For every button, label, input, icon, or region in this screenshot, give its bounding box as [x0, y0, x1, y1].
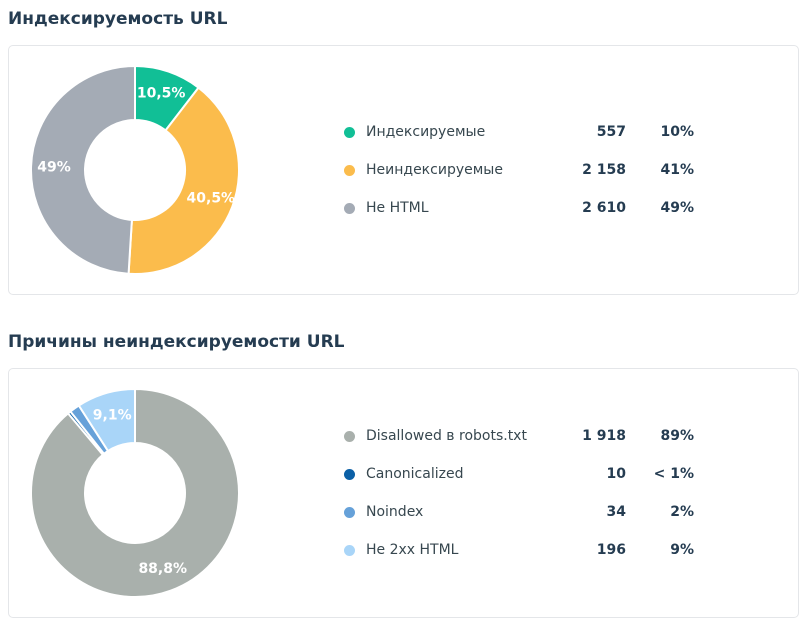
legend-item-count: 196	[596, 542, 626, 558]
legend-item-label: Disallowed в robots.txt	[366, 428, 527, 444]
legend-color-dot-icon	[344, 468, 355, 480]
legend-item-count: 2 610	[582, 200, 626, 216]
legend-item-count: 2 158	[582, 162, 626, 178]
legend-item-label: Неиндексируемые	[366, 162, 503, 178]
legend-item-count: 557	[596, 124, 626, 140]
donut-slice[interactable]	[77, 388, 136, 452]
legend-item-count: 1 918	[582, 428, 626, 444]
legend-item[interactable]: Неиндексируемые 2 158 41%	[344, 151, 694, 189]
legend-item[interactable]: Не HTML 2 610 49%	[344, 189, 694, 227]
donut-slice[interactable]	[30, 65, 136, 275]
legend-color-dot-icon	[344, 544, 355, 556]
section-title-nonindexability-reasons: Причины неиндексируемости URL	[8, 332, 345, 352]
slice-label: 10,5%	[137, 85, 186, 101]
legend-item[interactable]: Noindex 34 2%	[344, 493, 694, 531]
donut-slice[interactable]	[30, 388, 240, 598]
legend-item-percent: 89%	[660, 428, 694, 444]
legend-item-label: Noindex	[366, 504, 424, 520]
legend-item[interactable]: Индексируемые 557 10%	[344, 113, 694, 151]
legend-item-percent: 41%	[660, 162, 694, 178]
nonindexability-chart-legend: Disallowed в robots.txt 1 918 89% Canonical…	[344, 417, 694, 569]
slice-label: 40,5%	[187, 191, 236, 207]
legend-item[interactable]: Не 2xx HTML 196 9%	[344, 531, 694, 569]
slice-label: 49%	[37, 159, 71, 175]
legend-item-percent: 9%	[670, 542, 694, 558]
legend-color-dot-icon	[344, 430, 355, 442]
legend-item-count: 34	[606, 504, 626, 520]
nonindexability-chart-card: 88,8% 9,1% Disallowed в robots.txt 1 918 89…	[8, 368, 799, 618]
indexability-donut-chart: 10,5% 40,5% 49%	[30, 65, 240, 275]
legend-item-label: Не HTML	[366, 200, 429, 216]
legend-item[interactable]: Disallowed в robots.txt 1 918 89%	[344, 417, 694, 455]
section-title-indexability: Индексируемость URL	[8, 9, 228, 29]
indexability-chart-legend: Индексируемые 557 10% Неиндексируемые 2 158 4…	[344, 113, 694, 227]
legend-item-percent: 10%	[660, 124, 694, 140]
section-url-indexability: Индексируемость URL 10,5% 40,5% 49% Индекс…	[8, 8, 799, 295]
section-nonindexability-reasons: Причины неиндексируемости URL 88,8% 9,1% …	[8, 331, 799, 618]
legend-item-percent: 2%	[670, 504, 694, 520]
legend-item-label: Не 2xx HTML	[366, 542, 459, 558]
legend-color-dot-icon	[344, 506, 355, 518]
legend-color-dot-icon	[344, 202, 355, 214]
legend-item-count: 10	[606, 466, 626, 482]
legend-item-percent: < 1%	[653, 466, 694, 482]
legend-item[interactable]: Canonicalized 10 < 1%	[344, 455, 694, 493]
nonindexability-donut-chart: 88,8% 9,1%	[30, 388, 240, 598]
legend-color-dot-icon	[344, 126, 355, 138]
slice-label: 88,8%	[138, 561, 187, 577]
donut-slice[interactable]	[127, 86, 240, 275]
legend-item-label: Индексируемые	[366, 124, 486, 140]
indexability-chart-card: 10,5% 40,5% 49% Индексируемые 557 10% Неиндек…	[8, 45, 799, 295]
legend-item-label: Canonicalized	[366, 466, 464, 482]
slice-label: 9,1%	[93, 407, 132, 423]
legend-color-dot-icon	[344, 164, 355, 176]
legend-item-percent: 49%	[660, 200, 694, 216]
